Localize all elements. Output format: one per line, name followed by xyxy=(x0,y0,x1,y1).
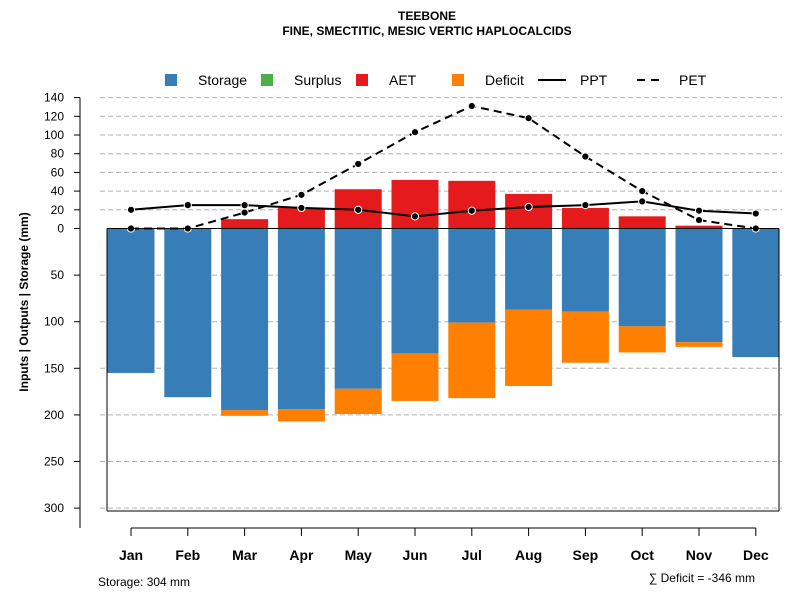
x-tick-label: Feb xyxy=(175,547,200,563)
bar-storage xyxy=(505,228,553,310)
y-tick-label: 150 xyxy=(44,361,64,375)
x-tick-label: Jan xyxy=(119,547,143,563)
storage-note: Storage: 304 mm xyxy=(98,575,190,589)
y-tick-label: 0 xyxy=(57,222,64,236)
x-tick-label: Dec xyxy=(743,547,769,563)
ppt-point xyxy=(524,202,533,212)
bar-storage xyxy=(334,228,382,389)
y-tick-label: 300 xyxy=(44,501,64,515)
bar-deficit xyxy=(448,322,496,399)
bar-deficit xyxy=(277,409,325,422)
bar-aet xyxy=(448,180,496,229)
pet-point xyxy=(524,114,533,123)
legend: Storage Surplus AET Deficit PPT PET xyxy=(165,72,707,88)
ppt-point xyxy=(240,201,249,210)
bar-aet xyxy=(675,225,723,229)
x-tick-label: Oct xyxy=(631,547,655,563)
ppt-point xyxy=(751,209,760,218)
bar-storage xyxy=(107,228,155,373)
bar-deficit xyxy=(505,309,553,387)
y-tick-label: 80 xyxy=(51,147,65,161)
ppt-point xyxy=(183,201,192,210)
legend-swatch-storage xyxy=(165,74,177,86)
ppt-point xyxy=(467,206,476,215)
x-tick-label: Apr xyxy=(289,547,314,563)
pet-point xyxy=(694,215,704,225)
legend-swatch-surplus xyxy=(261,74,273,86)
x-tick-label: Mar xyxy=(232,547,257,563)
y-axis-label: Inputs | Outputs | Storage (mm) xyxy=(17,212,31,391)
bar-aet xyxy=(561,207,609,229)
y-tick-label: 200 xyxy=(44,408,64,422)
x-tick-label: Nov xyxy=(686,547,713,563)
pet-point xyxy=(354,159,363,169)
legend-label-aet: AET xyxy=(389,72,417,88)
y-tick-label: 20 xyxy=(51,203,65,217)
chart-subtitle: FINE, SMECTITIC, MESIC VERTIC HAPLOCALCI… xyxy=(282,24,571,38)
x-tick-label: Sep xyxy=(573,547,599,563)
pet-line xyxy=(131,104,756,230)
legend-label-pet: PET xyxy=(679,72,707,88)
bar-storage xyxy=(732,228,780,358)
y-tick-label: 40 xyxy=(51,184,65,198)
x-tick-label: May xyxy=(345,547,372,563)
pet-point xyxy=(297,190,306,199)
pet-point xyxy=(581,152,590,161)
x-tick-label: Jun xyxy=(403,547,428,563)
y-tick-label: 100 xyxy=(44,128,64,142)
chart-title: TEEBONE xyxy=(398,9,456,23)
bar-storage xyxy=(391,228,439,354)
bar-deficit xyxy=(391,353,439,401)
legend-swatch-deficit xyxy=(452,74,464,86)
bar-storage xyxy=(675,228,723,343)
pet-point xyxy=(240,208,249,217)
bar-deficit xyxy=(618,326,666,353)
bar-storage xyxy=(448,228,496,323)
ppt-point xyxy=(581,201,590,210)
bar-deficit xyxy=(334,388,382,414)
legend-label-surplus: Surplus xyxy=(294,72,341,88)
ppt-point xyxy=(126,205,136,214)
y-tick-label: 50 xyxy=(51,268,65,282)
bar-storage xyxy=(221,228,269,411)
bar-aet xyxy=(391,179,439,229)
deficit-note: ∑ Deficit = -346 mm xyxy=(649,571,755,585)
bar-storage xyxy=(277,228,325,410)
y-tick-label: 250 xyxy=(44,455,64,469)
x-tick-label: Aug xyxy=(515,547,542,563)
legend-label-deficit: Deficit xyxy=(485,72,524,88)
ppt-point xyxy=(694,206,704,215)
ppt-point xyxy=(297,203,306,213)
lines xyxy=(126,101,760,233)
ppt-line xyxy=(130,200,756,218)
bar-aet xyxy=(618,216,666,229)
ppt-point xyxy=(410,212,420,221)
axes: 0 20 40 60 80 100 120 140 50 100 150 200 250 300 Jan Fe… xyxy=(44,91,780,563)
bar-aet xyxy=(505,193,553,229)
bar-deficit xyxy=(675,342,723,347)
x-tick-label: Jul xyxy=(462,547,482,563)
bar-storage xyxy=(164,228,212,398)
bar-deficit xyxy=(561,311,609,363)
pet-point xyxy=(410,128,420,137)
ppt-point xyxy=(354,205,363,214)
legend-label-ppt: PPT xyxy=(580,72,608,88)
bars xyxy=(107,179,780,422)
pet-point xyxy=(638,187,647,196)
gridlines xyxy=(100,97,782,509)
bar-deficit xyxy=(221,410,269,416)
bar-aet xyxy=(221,219,269,229)
y-tick-label: 120 xyxy=(44,109,64,123)
bar-storage xyxy=(561,228,609,312)
legend-swatch-aet xyxy=(356,74,368,86)
pet-point xyxy=(467,101,476,111)
y-tick-label: 60 xyxy=(51,165,65,179)
y-tick-label: 100 xyxy=(44,315,64,329)
ppt-point xyxy=(638,197,647,206)
bar-storage xyxy=(618,228,666,327)
y-tick-label: 140 xyxy=(44,91,64,105)
bar-aet xyxy=(277,207,325,229)
legend-label-storage: Storage xyxy=(198,72,247,88)
